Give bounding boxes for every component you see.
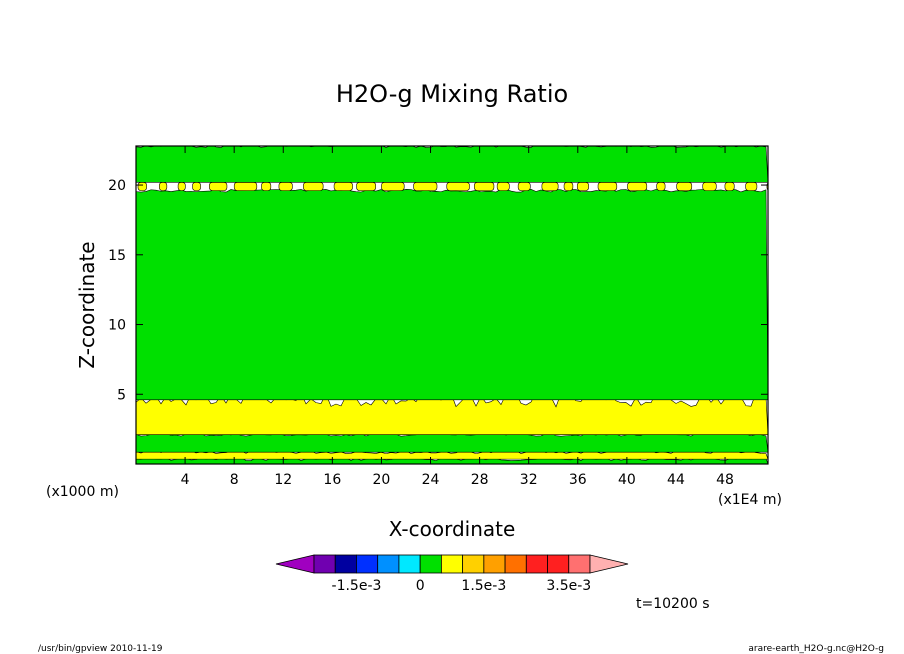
x-unit-left: (x1000 m) bbox=[46, 484, 119, 500]
colorbar-label: 3.5e-3 bbox=[546, 578, 591, 594]
field-band-5 bbox=[627, 181, 648, 191]
colorbar-label: -1.5e-3 bbox=[332, 578, 382, 594]
field-band-5 bbox=[576, 181, 589, 191]
field-band-2 bbox=[136, 432, 768, 453]
chart-title: H2O-g Mixing Ratio bbox=[336, 80, 568, 108]
field-band-5 bbox=[745, 181, 758, 191]
plot-area bbox=[136, 146, 768, 464]
y-axis-label: Z-coordinate bbox=[75, 241, 99, 368]
field-band-5 bbox=[159, 181, 168, 191]
colorbar-arrow-high bbox=[589, 554, 629, 574]
field-band-5 bbox=[413, 181, 438, 191]
colorbar-cell bbox=[419, 554, 442, 574]
colorbar-label: 1.5e-3 bbox=[461, 578, 506, 594]
field-band-5 bbox=[137, 181, 147, 191]
y-tick-label: 10 bbox=[108, 318, 126, 334]
field-band-5 bbox=[233, 181, 258, 191]
y-tick-label: 15 bbox=[108, 248, 126, 264]
field-band-5 bbox=[303, 181, 324, 191]
footer-right: arare-earth_H2O-g.nc@H2O-g bbox=[748, 644, 884, 654]
colorbar-cell bbox=[568, 554, 591, 574]
colorbar-cell bbox=[313, 554, 336, 574]
colorbar-labels: -1.5e-3 0 1.5e-3 3.5e-3 bbox=[332, 578, 592, 594]
colorbar-cell bbox=[356, 554, 379, 574]
field-band-5 bbox=[278, 181, 293, 191]
field-band-5 bbox=[209, 181, 228, 191]
field-band-5 bbox=[261, 181, 272, 191]
y-axis: 5 10 15 20 bbox=[108, 178, 768, 403]
x-tick-label: 48 bbox=[716, 472, 734, 488]
time-label: t=10200 s bbox=[636, 596, 710, 612]
colorbar-cell bbox=[377, 554, 400, 574]
colorbar-cell bbox=[483, 554, 506, 574]
colorbar-cell bbox=[547, 554, 570, 574]
x-tick-label: 44 bbox=[667, 472, 685, 488]
field-band-5 bbox=[563, 181, 574, 191]
x-tick-label: 12 bbox=[274, 472, 292, 488]
x-tick-label: 20 bbox=[373, 472, 391, 488]
x-tick-label: 8 bbox=[230, 472, 239, 488]
x-tick-label: 4 bbox=[181, 472, 190, 488]
y-tick-label: 5 bbox=[117, 387, 126, 403]
field-band-5 bbox=[333, 181, 353, 191]
field-band-5 bbox=[474, 181, 495, 191]
field-band-5 bbox=[597, 181, 618, 191]
colorbar-cell bbox=[525, 554, 548, 574]
x-axis-label: X-coordinate bbox=[389, 517, 516, 541]
colorbar bbox=[275, 554, 629, 574]
colorbar-label: 0 bbox=[416, 578, 425, 594]
y-tick-label: 20 bbox=[108, 178, 126, 194]
field-band-4 bbox=[136, 188, 768, 401]
field-band-5 bbox=[724, 181, 735, 191]
field-band-5 bbox=[676, 181, 693, 191]
colorbar-cell bbox=[334, 554, 357, 574]
field-band-5 bbox=[496, 181, 510, 191]
field-band-5 bbox=[541, 181, 559, 191]
field-band-5 bbox=[356, 181, 377, 191]
x-tick-label: 32 bbox=[520, 472, 538, 488]
field-band-5 bbox=[656, 181, 666, 191]
x-axis: 4 8 12 16 20 24 28 32 36 40 44 48 bbox=[181, 146, 734, 488]
x-tick-label: 28 bbox=[471, 472, 489, 488]
field-band-5 bbox=[517, 181, 531, 191]
field-band-5 bbox=[446, 181, 470, 191]
x-tick-label: 40 bbox=[618, 472, 636, 488]
field-band-5 bbox=[381, 181, 405, 191]
x-tick-label: 16 bbox=[323, 472, 341, 488]
colorbar-cell bbox=[504, 554, 527, 574]
colorbar-cell bbox=[462, 554, 485, 574]
plot-frame bbox=[135, 145, 769, 465]
colorbar-cell bbox=[398, 554, 421, 574]
colorbar-arrow-low bbox=[275, 554, 315, 574]
field-band-5 bbox=[702, 181, 717, 191]
x-tick-label: 36 bbox=[569, 472, 587, 488]
x-unit-right: (x1E4 m) bbox=[718, 492, 782, 508]
x-tick-label: 24 bbox=[422, 472, 440, 488]
field-band-5 bbox=[177, 181, 186, 191]
field-band-6 bbox=[136, 146, 768, 183]
field-band-5 bbox=[192, 181, 201, 191]
field-band-5 bbox=[766, 182, 768, 191]
colorbar-cell bbox=[440, 554, 464, 574]
footer-left: /usr/bin/gpview 2010-11-19 bbox=[38, 644, 163, 654]
